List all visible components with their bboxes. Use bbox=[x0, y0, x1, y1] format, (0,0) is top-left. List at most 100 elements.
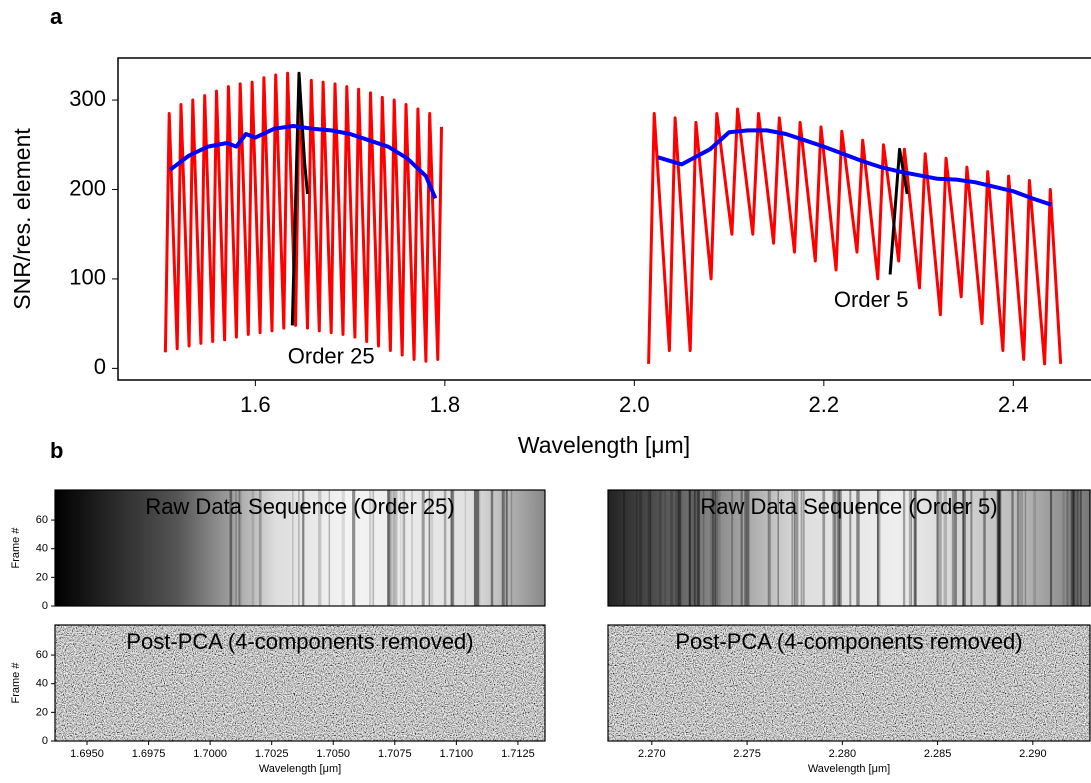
annotation: Order 5 bbox=[834, 287, 909, 312]
image-stripe bbox=[913, 490, 916, 606]
image-stripe bbox=[392, 490, 395, 606]
image-stripe bbox=[317, 490, 322, 606]
image-stripe bbox=[394, 490, 398, 606]
image-stripe bbox=[943, 490, 948, 606]
image-stripe bbox=[982, 490, 984, 606]
image-stripe bbox=[390, 490, 393, 606]
image-stripe bbox=[674, 490, 677, 606]
image-stripe bbox=[670, 490, 674, 606]
image-frame bbox=[607, 624, 1091, 742]
image-stripe bbox=[443, 490, 447, 606]
annotation: Order 25 bbox=[288, 343, 375, 368]
image-stripe bbox=[697, 490, 699, 606]
x-tick-label: 1.6950 bbox=[70, 748, 104, 760]
image-stripe bbox=[954, 490, 957, 606]
series-line bbox=[163, 71, 1063, 366]
image-stripe bbox=[791, 490, 793, 606]
image-stripe bbox=[510, 490, 513, 606]
image-stripe bbox=[639, 490, 642, 606]
image-stripe bbox=[1016, 490, 1020, 606]
image-stripe bbox=[238, 490, 240, 606]
y-tick-label: 200 bbox=[69, 175, 106, 200]
image-stripe bbox=[298, 490, 300, 606]
image-stripe bbox=[849, 490, 852, 606]
x-tick-label: 1.7000 bbox=[193, 748, 227, 760]
image-stripe bbox=[292, 490, 294, 606]
image-stripe bbox=[1079, 490, 1082, 606]
x-tick-label: 1.7100 bbox=[440, 748, 474, 760]
image-stripe bbox=[428, 490, 430, 606]
image-stripe bbox=[1072, 490, 1075, 606]
x-tick-label: 2.285 bbox=[924, 748, 952, 760]
image-stripe bbox=[715, 490, 719, 606]
image-stripe bbox=[877, 490, 881, 606]
y-tick-label: 40 bbox=[36, 678, 48, 690]
image-stripe bbox=[688, 490, 691, 606]
x-tick-label: 1.7050 bbox=[316, 748, 350, 760]
image-noise bbox=[608, 625, 1090, 741]
series-line bbox=[168, 124, 1052, 207]
image-stripe bbox=[328, 490, 330, 606]
image-stripe bbox=[675, 490, 679, 606]
image-gradient bbox=[608, 490, 1090, 606]
image-stripe bbox=[689, 490, 691, 606]
image-stripe bbox=[402, 490, 405, 606]
image-stripe bbox=[1069, 490, 1072, 606]
image-stripe bbox=[970, 490, 973, 606]
image-stripe bbox=[962, 490, 965, 606]
x-tick-label: 2.0 bbox=[619, 392, 650, 417]
image-stripe bbox=[712, 490, 714, 606]
y-axis-label: Frame # bbox=[10, 662, 22, 704]
image-stripe bbox=[677, 490, 682, 606]
y-tick-label: 0 bbox=[42, 735, 48, 747]
y-tick-label: 0 bbox=[94, 354, 106, 379]
image-stripe bbox=[746, 490, 750, 606]
image-stripe bbox=[767, 490, 770, 606]
image-stripe bbox=[399, 490, 402, 606]
x-tick-label: 2.280 bbox=[829, 748, 857, 760]
image-frame bbox=[54, 489, 546, 607]
x-axis-label: Wavelength [μm] bbox=[808, 763, 890, 775]
x-tick-label: 2.290 bbox=[1019, 748, 1047, 760]
image-stripe bbox=[908, 490, 911, 606]
image-stripe bbox=[387, 490, 390, 606]
image-stripe bbox=[411, 490, 414, 606]
image-stripe bbox=[387, 490, 391, 606]
image-stripe bbox=[902, 490, 906, 606]
image-stripe bbox=[251, 490, 255, 606]
image-stripe bbox=[822, 490, 826, 606]
image-stripe bbox=[834, 490, 837, 606]
image-stripe bbox=[302, 490, 304, 606]
x-tick-label: 2.2 bbox=[809, 392, 840, 417]
image-stripe bbox=[951, 490, 955, 606]
image-stripe bbox=[677, 490, 680, 606]
x-tick-label: 1.7075 bbox=[378, 748, 412, 760]
image-stripe bbox=[341, 490, 345, 606]
image-stripe bbox=[939, 490, 942, 606]
x-tick-label: 2.270 bbox=[638, 748, 666, 760]
image-stripe bbox=[777, 490, 779, 606]
image-stripe bbox=[1016, 490, 1021, 606]
image-stripe bbox=[473, 490, 479, 606]
image-stripe bbox=[302, 490, 306, 606]
image-stripe bbox=[505, 490, 508, 606]
image-stripe bbox=[803, 490, 805, 606]
image-stripe bbox=[710, 490, 714, 606]
image-stripe bbox=[714, 490, 717, 606]
y-tick-label: 20 bbox=[36, 571, 48, 583]
image-stripe bbox=[856, 490, 860, 606]
image-stripe bbox=[659, 490, 662, 606]
image-stripe bbox=[490, 490, 494, 606]
x-tick-label: 2.4 bbox=[998, 392, 1029, 417]
image-stripe bbox=[800, 490, 803, 606]
image-frame bbox=[607, 489, 1091, 607]
y-tick-label: 60 bbox=[36, 649, 48, 661]
image-stripe bbox=[996, 490, 1001, 606]
image-stripe bbox=[837, 490, 840, 606]
image-stripe bbox=[372, 490, 375, 606]
y-tick-label: 100 bbox=[69, 265, 106, 290]
image-stripe bbox=[713, 490, 716, 606]
image-stripe bbox=[352, 490, 356, 606]
